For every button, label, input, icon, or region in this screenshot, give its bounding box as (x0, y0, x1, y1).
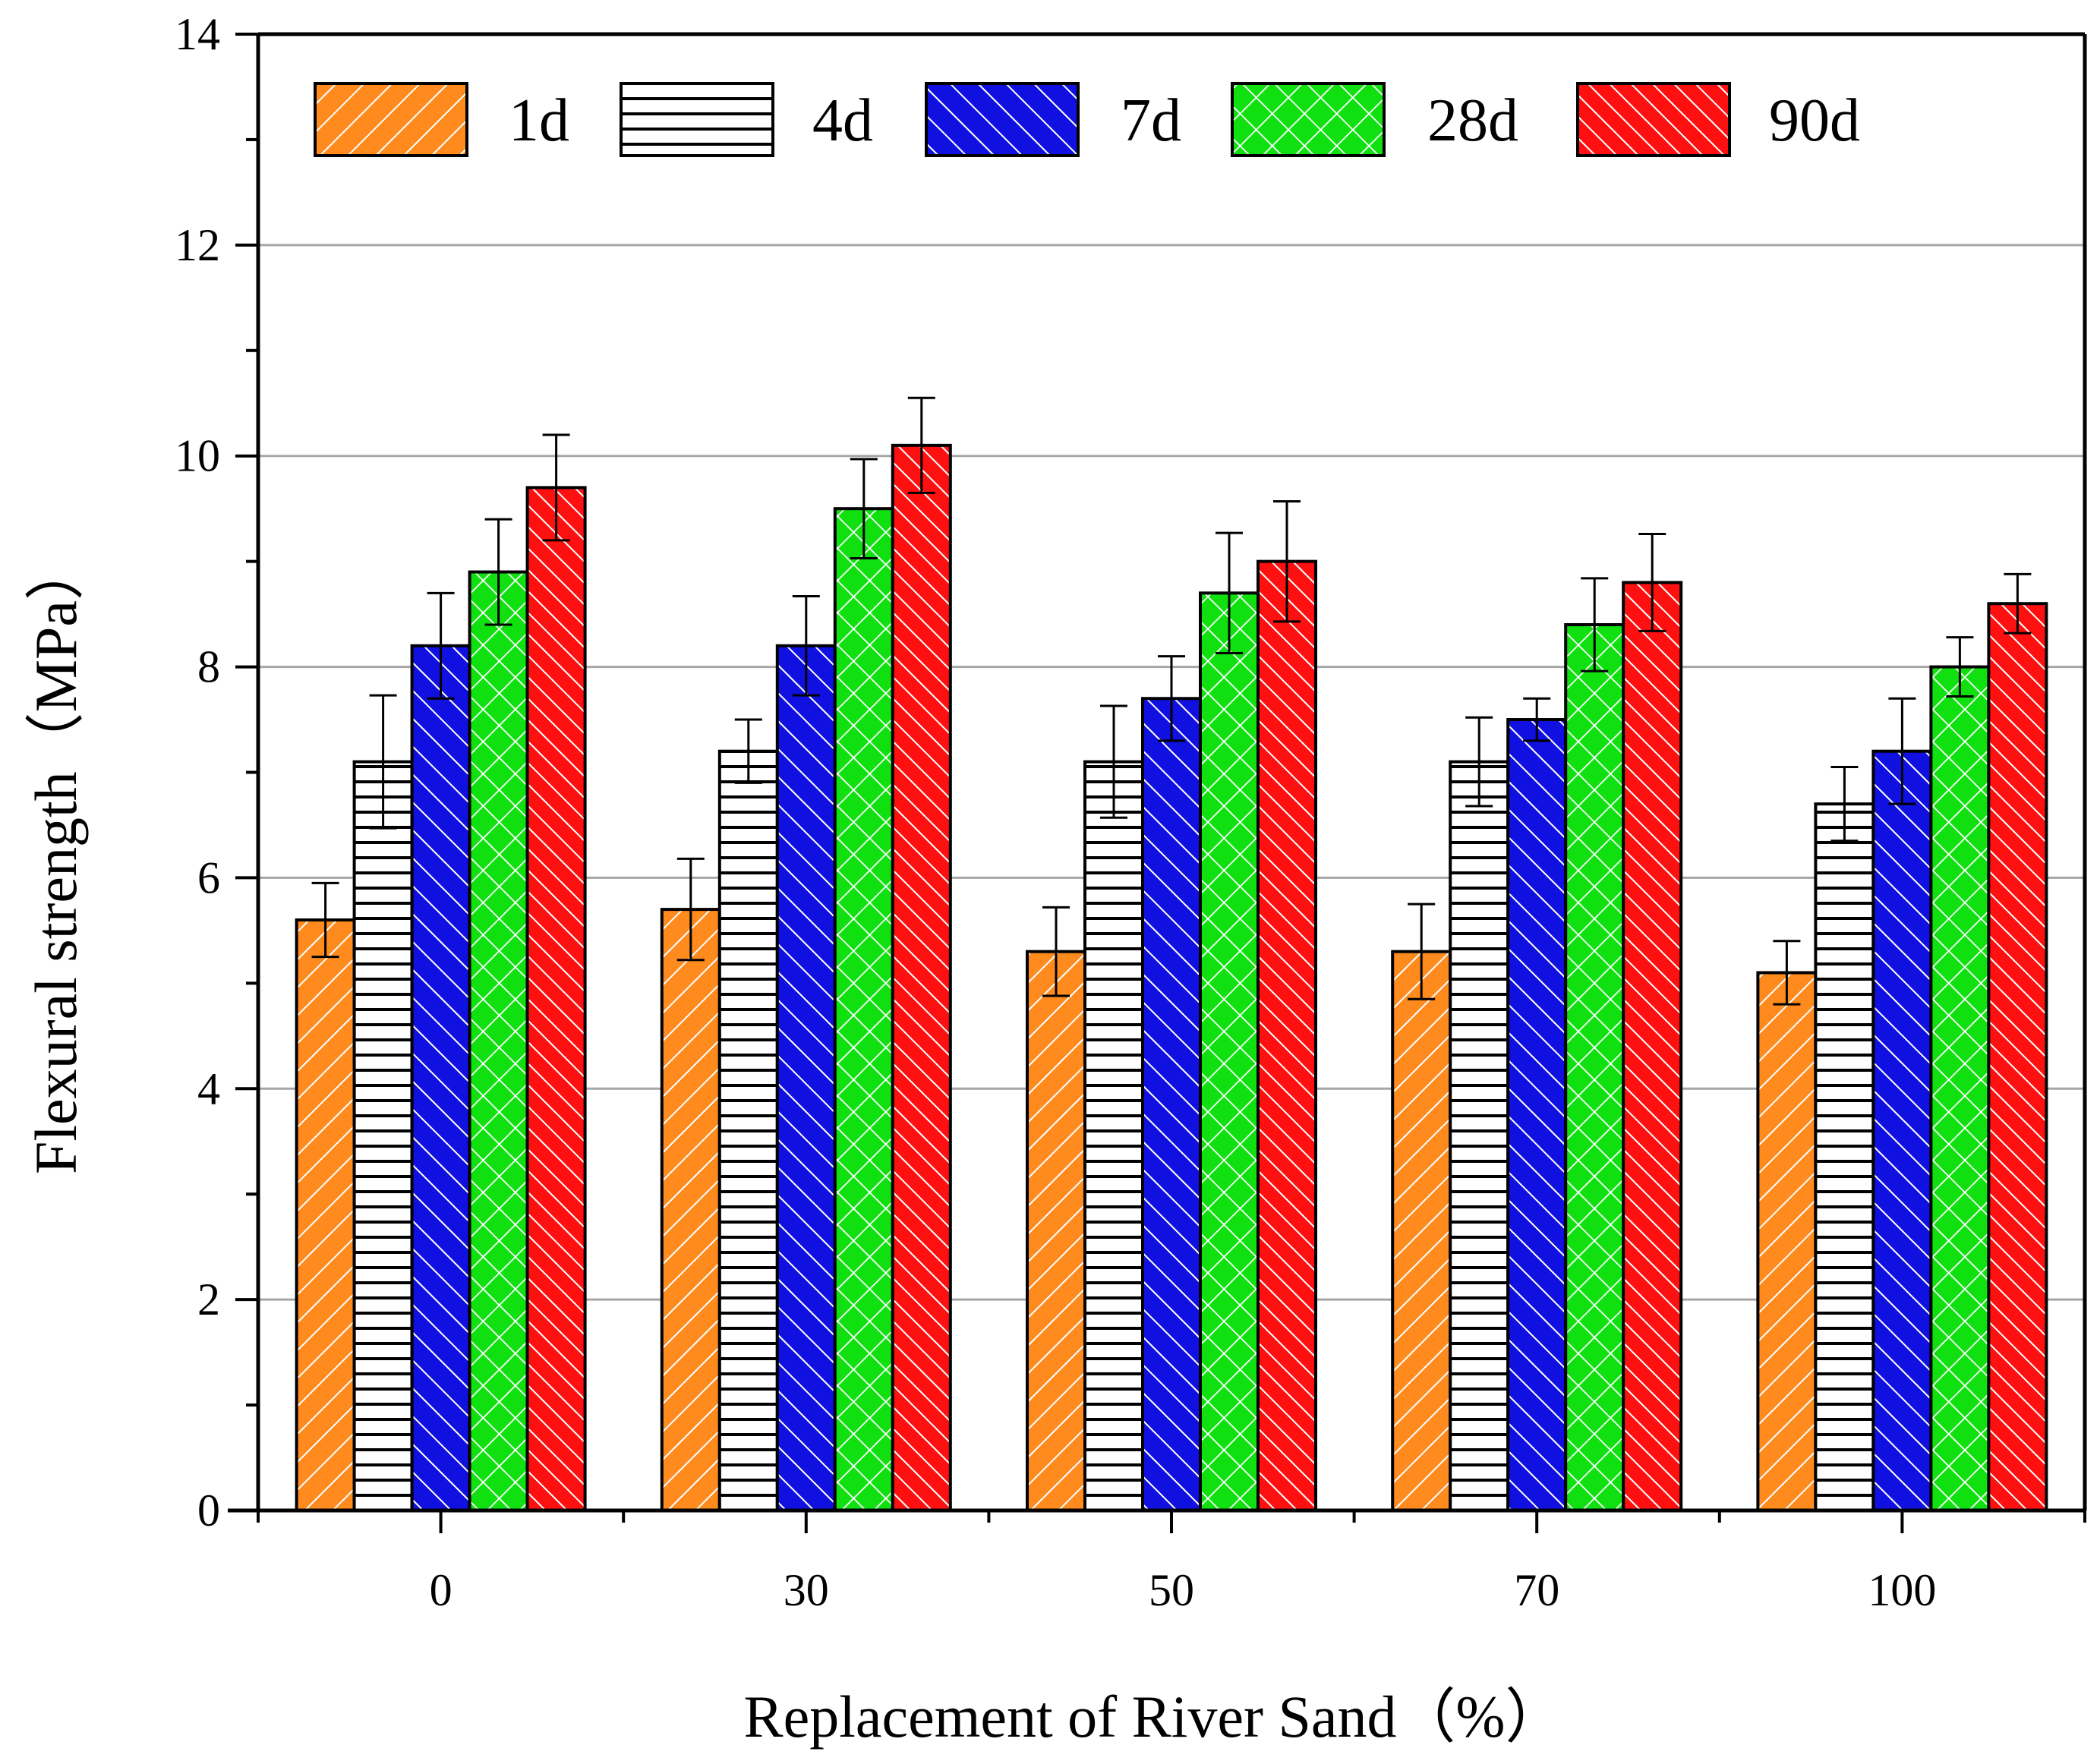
legend-label-7d: 7d (1121, 87, 1181, 154)
error-bar-28d-70 (1581, 577, 1609, 673)
bar-1d-100 (1756, 971, 1818, 1512)
error-bar-90d-30 (907, 396, 935, 494)
error-bar-4d-0 (369, 694, 397, 830)
error-bar-7d-50 (1158, 655, 1185, 742)
error-bar-28d-0 (484, 518, 512, 626)
bar-1d-0 (295, 918, 356, 1512)
bar-4d-50 (1083, 760, 1144, 1512)
legend-swatch-1d (314, 82, 468, 157)
bar-4d-70 (1449, 760, 1510, 1512)
bar-28d-100 (1929, 665, 1991, 1512)
legend-item-28d: 28d (1231, 82, 1518, 157)
axes (228, 32, 2087, 1533)
bars (295, 443, 2048, 1513)
bar-4d-100 (1814, 802, 1875, 1512)
y-tick-label: 6 (197, 852, 220, 902)
error-bar-28d-50 (1216, 531, 1243, 655)
y-tick-label: 4 (197, 1063, 220, 1114)
error-bar-4d-70 (1465, 716, 1493, 808)
y-tick-label: 2 (197, 1274, 220, 1325)
x-tick-label: 0 (430, 1565, 452, 1615)
bar-7d-30 (775, 644, 837, 1512)
bar-4d-0 (352, 760, 414, 1512)
legend-item-7d: 7d (925, 82, 1181, 157)
legend-label-90d: 90d (1769, 87, 1860, 154)
error-bar-90d-50 (1273, 499, 1301, 623)
error-bar-7d-100 (1888, 697, 1916, 805)
bar-7d-50 (1141, 697, 1202, 1512)
error-bar-7d-30 (792, 594, 820, 697)
legend-swatch-7d (925, 82, 1080, 157)
x-tick-label: 30 (784, 1565, 829, 1615)
error-bar-1d-0 (311, 881, 339, 959)
bar-28d-30 (833, 507, 894, 1512)
y-tick-label: 0 (197, 1485, 220, 1536)
legend-swatch-4d (620, 82, 774, 157)
y-tick-label: 12 (175, 220, 220, 270)
x-axis-title: Replacement of River Sand（%） (744, 1684, 1565, 1750)
bar-28d-50 (1199, 591, 1260, 1512)
tick-labels: 0 2 4 6 8 10 12 14 0 30 50 70 100 (175, 9, 1936, 1615)
error-bar-1d-50 (1042, 906, 1070, 997)
error-bar-4d-30 (734, 718, 762, 784)
error-bars (311, 396, 2032, 1006)
bar-90d-100 (1987, 602, 2048, 1513)
bar-90d-50 (1257, 559, 1317, 1513)
bar-1d-30 (660, 908, 721, 1513)
y-axis-title: Flexural strength（MPa） (23, 541, 89, 1174)
bar-7d-70 (1506, 718, 1568, 1512)
bar-90d-0 (525, 486, 587, 1513)
error-bar-4d-100 (1830, 766, 1859, 843)
error-bar-90d-70 (1638, 533, 1666, 632)
x-tick-label: 50 (1149, 1565, 1194, 1615)
error-bar-1d-70 (1408, 902, 1436, 1000)
bar-1d-70 (1391, 950, 1452, 1512)
error-bar-28d-100 (1946, 636, 1974, 698)
error-bar-90d-100 (2004, 572, 2032, 635)
legend-item-90d: 90d (1576, 82, 1860, 157)
bar-1d-50 (1026, 950, 1086, 1512)
legend-swatch-90d (1576, 82, 1731, 157)
legend-item-4d: 4d (620, 82, 873, 157)
error-bar-7d-0 (427, 591, 455, 700)
error-bar-4d-50 (1100, 704, 1127, 819)
x-tick-label: 100 (1868, 1565, 1936, 1615)
legend-swatch-28d (1231, 82, 1386, 157)
error-bar-28d-30 (850, 458, 878, 559)
error-bar-1d-30 (676, 857, 705, 962)
legend-label-4d: 4d (812, 87, 873, 154)
bar-28d-0 (468, 570, 529, 1512)
bar-28d-70 (1564, 623, 1625, 1512)
y-tick-label: 10 (175, 431, 220, 481)
y-tick-label: 14 (175, 9, 220, 59)
bar-7d-0 (410, 644, 471, 1512)
error-bar-1d-100 (1773, 940, 1801, 1006)
error-bar-90d-0 (542, 433, 570, 542)
y-tick-label: 8 (197, 642, 220, 692)
legend-label-1d: 1d (509, 87, 569, 154)
bar-90d-30 (891, 443, 952, 1512)
bar-90d-70 (1622, 581, 1683, 1512)
bar-4d-30 (717, 749, 779, 1512)
x-tick-label: 70 (1514, 1565, 1559, 1615)
legend-item-1d: 1d (314, 82, 569, 157)
bar-7d-100 (1871, 749, 1933, 1512)
legend: 1d 4d 7d 28d 90d (314, 82, 1860, 157)
error-bar-7d-70 (1523, 697, 1551, 742)
legend-label-28d: 28d (1427, 87, 1518, 154)
